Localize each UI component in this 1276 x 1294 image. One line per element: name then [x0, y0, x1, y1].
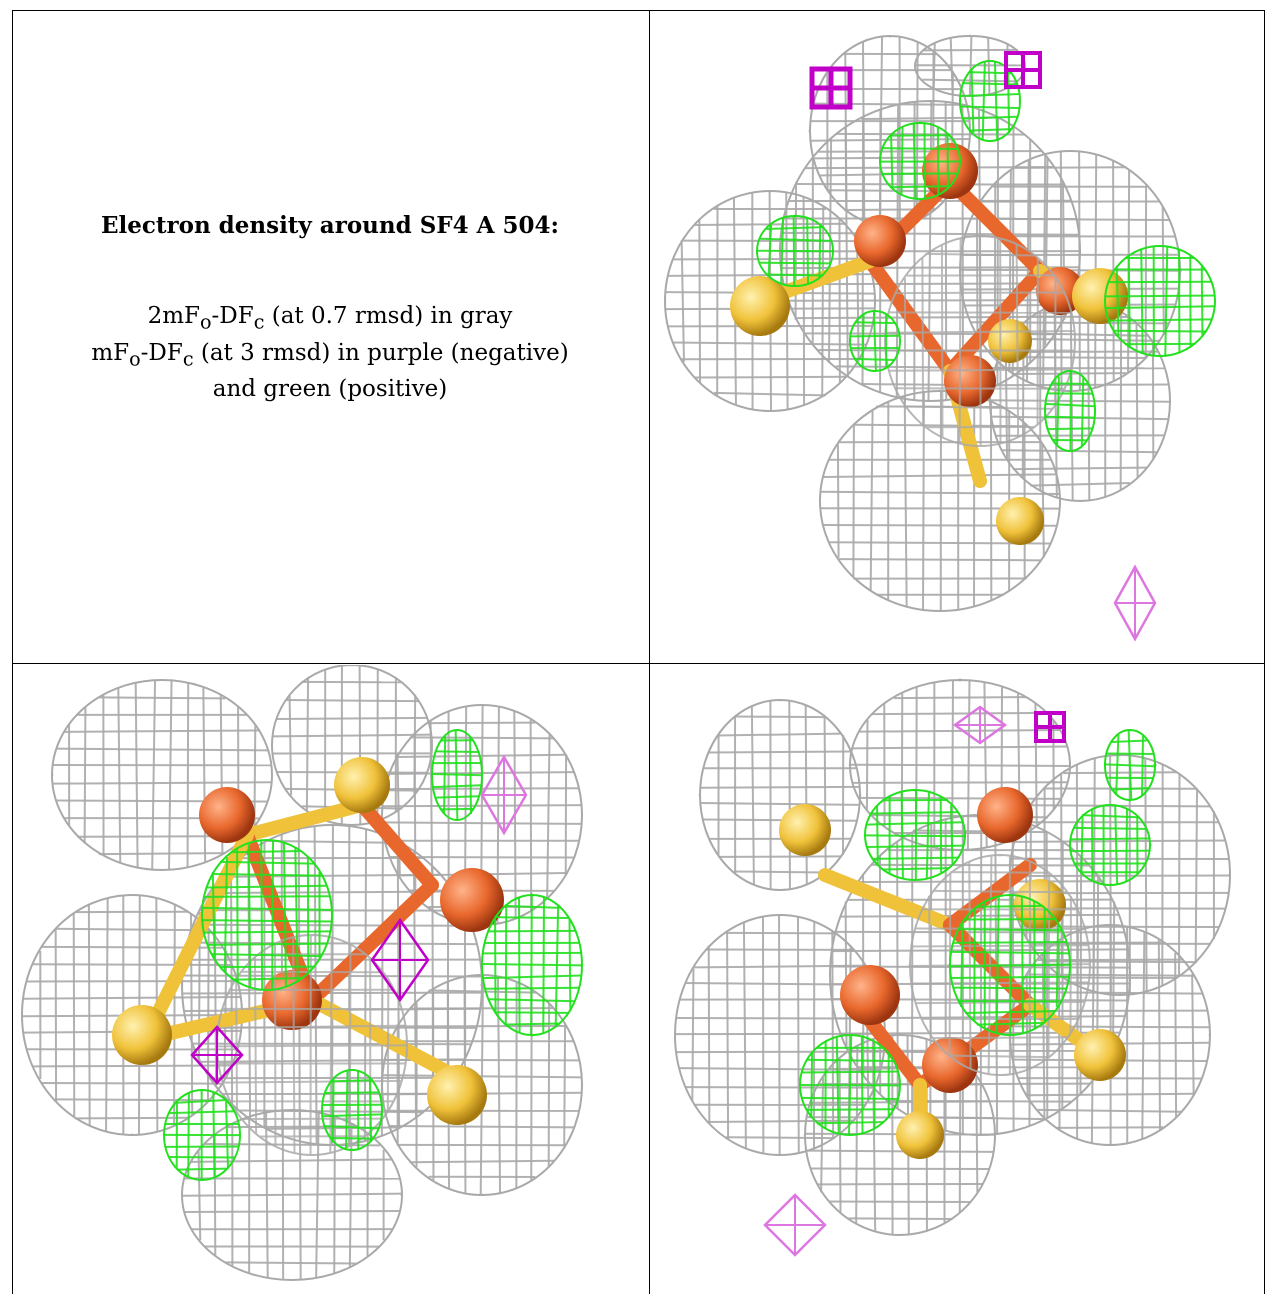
caption-fofc-line-2: and green (positive) — [212, 376, 448, 403]
caption-fofc-prefix: mF — [91, 339, 130, 366]
positive-difference-mesh — [163, 729, 583, 1181]
negative-difference-mesh — [763, 705, 1066, 1257]
caption-2fofc-suffix: (at 0.7 rmsd) in gray — [264, 303, 513, 329]
caption-fofc-line: mFo-DFc (at 3 rmsd) in purple (negative) — [12, 338, 648, 375]
table-border-top — [12, 10, 1264, 11]
table-divider-vertical — [649, 10, 650, 1294]
caption-2fofc-sub2: c — [253, 310, 265, 334]
positive-difference-mesh — [756, 60, 1216, 452]
caption-fofc-mid: -DF — [140, 339, 183, 366]
negative-difference-mesh — [190, 754, 528, 1085]
caption-2fofc-prefix: 2mF — [147, 303, 200, 329]
caption-fofc-sub1: o — [129, 347, 141, 371]
table-divider-horizontal — [12, 663, 1265, 664]
caption: Electron density around SF4 A 504: 2mFo-… — [12, 211, 648, 405]
caption-fofc-sub2: c — [182, 347, 194, 371]
table-border-right — [1264, 10, 1265, 1294]
negative-difference-mesh — [809, 51, 1157, 642]
density-render-2 — [12, 665, 648, 1293]
caption-fofc-suffix: (at 3 rmsd) in purple (negative) — [193, 339, 569, 366]
density-view-3 — [650, 665, 1264, 1293]
density-view-2 — [12, 665, 648, 1293]
caption-2fofc-line: 2mFo-DFc (at 0.7 rmsd) in gray — [12, 301, 648, 338]
caption-title: Electron density around SF4 A 504: — [100, 212, 560, 239]
density-image-1 — [664, 34, 1216, 642]
density-render-1 — [650, 11, 1264, 663]
caption-cell: Electron density around SF4 A 504: 2mFo-… — [12, 11, 648, 663]
sf4-cluster-model — [112, 757, 504, 1125]
table-border-left — [12, 10, 13, 1294]
positive-difference-mesh — [799, 729, 1157, 1136]
gray-mesh-front — [216, 934, 408, 1157]
gray-mesh-front — [884, 235, 1076, 447]
caption-2fofc-sub1: o — [199, 310, 212, 334]
density-render-3 — [650, 665, 1264, 1293]
density-image-2 — [21, 665, 584, 1281]
density-view-1 — [650, 11, 1264, 663]
density-image-3 — [674, 678, 1231, 1257]
gray-mesh-back — [674, 678, 1231, 1236]
caption-2fofc-mid: -DF — [211, 303, 254, 329]
